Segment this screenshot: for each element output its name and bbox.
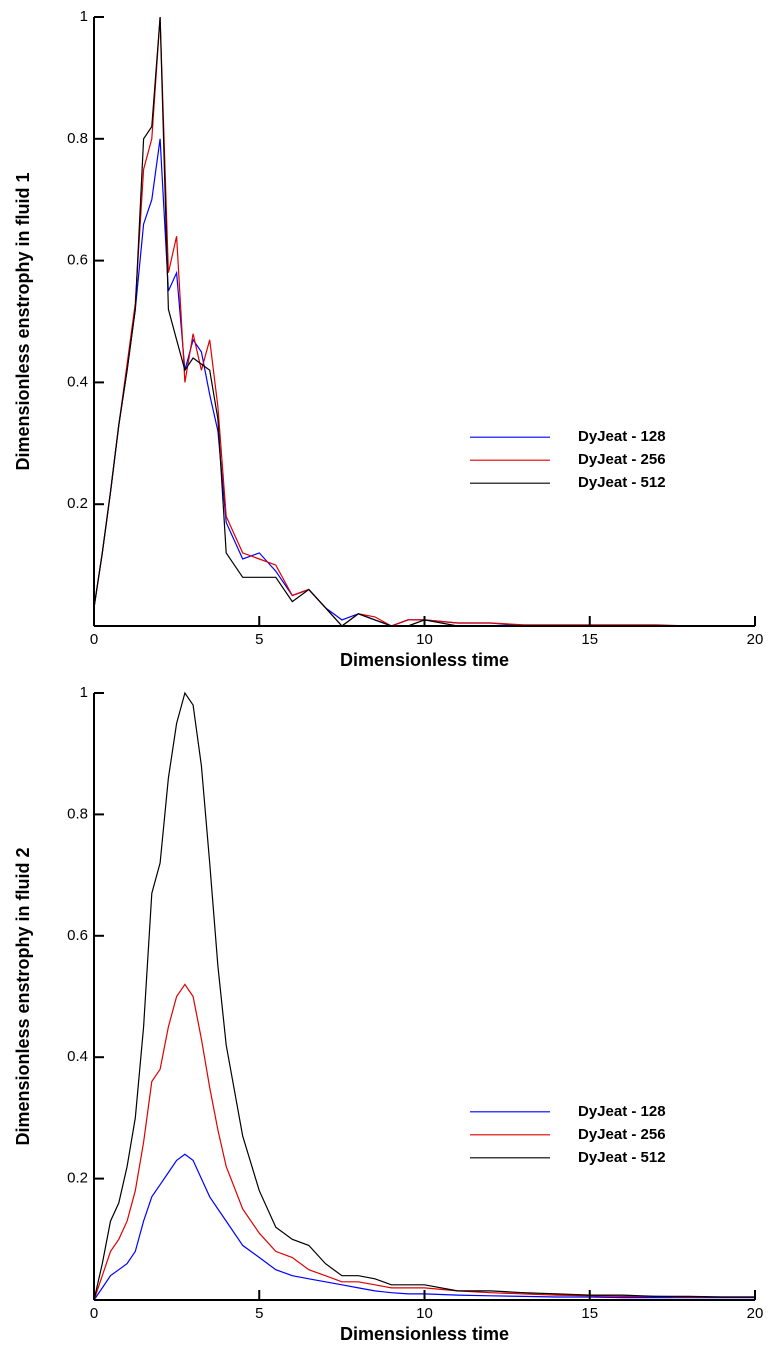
y-tick-label: 0.4 [67, 373, 88, 390]
x-tick-label: 15 [581, 631, 598, 648]
x-tick-label: 5 [255, 1305, 263, 1322]
x-tick-label: 0 [90, 631, 98, 648]
legend-label: DyJeat - 128 [578, 428, 666, 445]
data-line [93, 16, 755, 627]
x-tick-label: 20 [747, 631, 764, 648]
legend-label: DyJeat - 512 [578, 1149, 666, 1166]
legend-label: DyJeat - 256 [578, 1126, 666, 1143]
data-line [93, 691, 755, 1301]
y-tick-label: 1 [80, 684, 88, 701]
y-tick-label: 0.6 [67, 927, 88, 944]
x-tick-label: 5 [255, 631, 263, 648]
x-axis-title: Dimensionless time [340, 650, 509, 670]
x-tick-label: 20 [747, 1305, 764, 1322]
y-axis-title: Dimensionless enstrophy in fluid 2 [13, 847, 33, 1145]
y-tick-label: 0.8 [67, 130, 88, 147]
x-tick-label: 0 [90, 1305, 98, 1322]
data-line [93, 16, 755, 627]
legend-label: DyJeat - 256 [578, 451, 666, 468]
y-tick-label: 0.8 [67, 805, 88, 822]
y-tick-label: 0.4 [67, 1048, 88, 1065]
y-axis-title: Dimensionless enstrophy in fluid 1 [13, 172, 33, 470]
chart-panel: 0 5 10 15 20 0.2 0.4 0.6 0.8 1 Dimensionless time D… [13, 684, 764, 1344]
data-line [93, 983, 755, 1301]
y-tick-label: 1 [80, 8, 88, 25]
y-tick-label: 0.6 [67, 252, 88, 269]
data-line [93, 1153, 755, 1301]
x-tick-label: 10 [416, 631, 433, 648]
legend-label: DyJeat - 128 [578, 1103, 666, 1120]
x-tick-label: 10 [416, 1305, 433, 1322]
x-axis-title: Dimensionless time [340, 1324, 509, 1344]
legend-label: DyJeat - 512 [578, 474, 666, 491]
y-tick-label: 0.2 [67, 1170, 88, 1187]
y-tick-label: 0.2 [67, 495, 88, 512]
x-tick-label: 15 [581, 1305, 598, 1322]
data-line [93, 138, 755, 627]
chart-panel: 0 5 10 15 20 0.2 0.4 0.6 0.8 1 Dimensionless time D… [13, 8, 764, 670]
